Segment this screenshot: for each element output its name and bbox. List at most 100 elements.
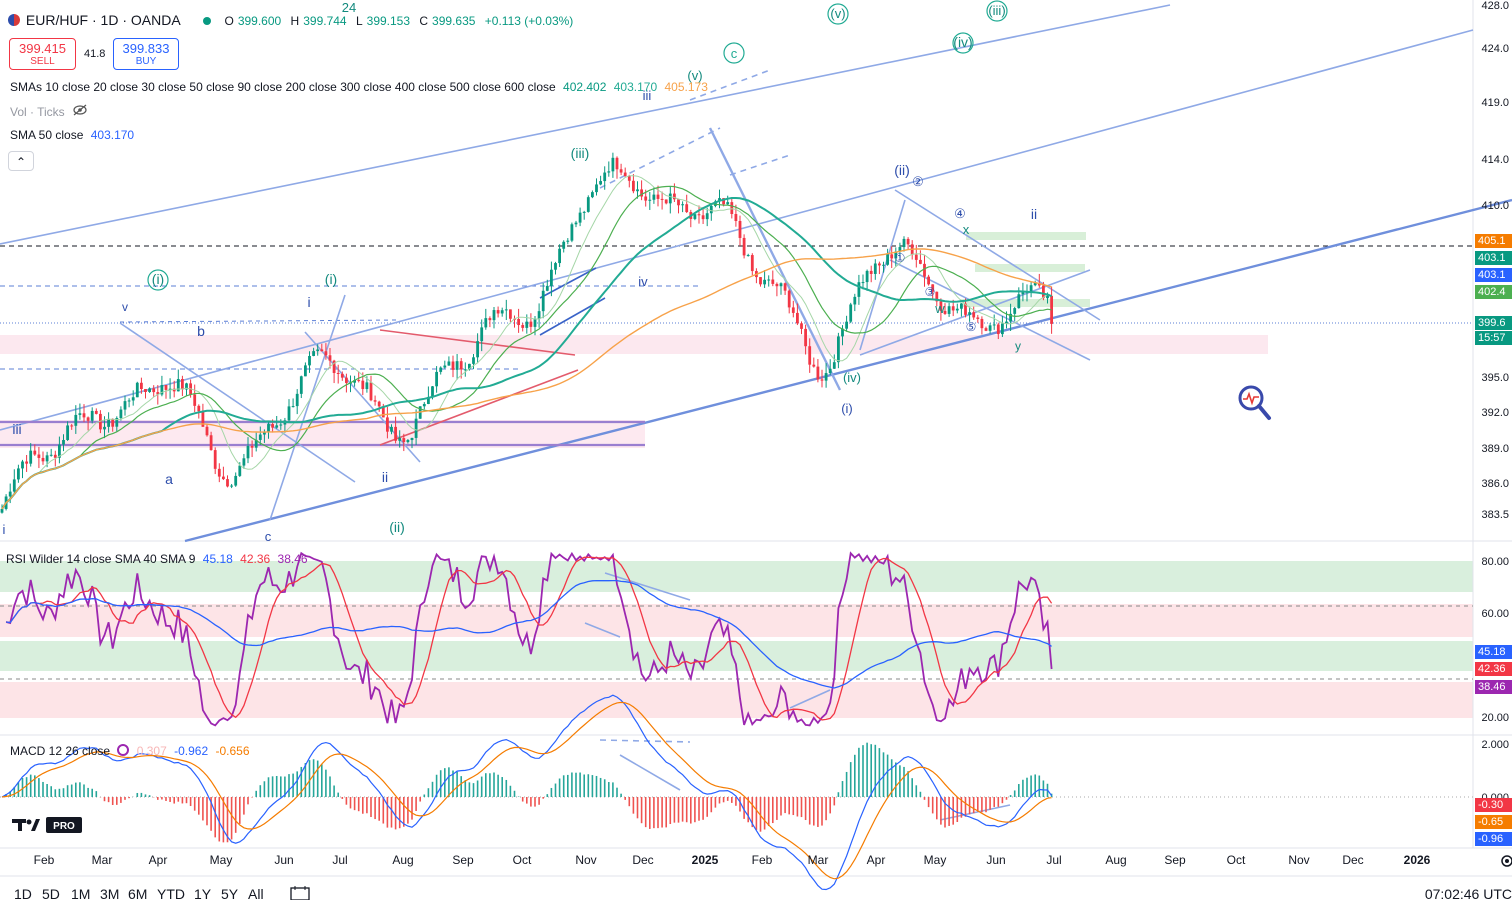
candle-body bbox=[17, 468, 20, 480]
candle-body bbox=[213, 450, 217, 469]
candle-body bbox=[1021, 291, 1025, 295]
smas-label[interactable]: SMAs 10 close 20 close 30 close 50 close… bbox=[10, 80, 556, 94]
candle-body bbox=[591, 192, 594, 198]
dashed-b bbox=[119, 319, 401, 323]
candle-body bbox=[914, 254, 918, 260]
timeframe-ytd-button[interactable]: YTD bbox=[157, 886, 185, 901]
candle-body bbox=[878, 263, 881, 266]
candle-body bbox=[472, 357, 475, 364]
candle-body bbox=[509, 309, 512, 319]
macd-settings-icon[interactable] bbox=[117, 744, 130, 756]
timeframe-1y-button[interactable]: 1Y bbox=[194, 886, 212, 901]
timeframe-5d-button[interactable]: 5D bbox=[42, 886, 60, 901]
candle-body bbox=[410, 437, 414, 441]
resistance-zone-2 bbox=[975, 264, 1085, 272]
candle-body bbox=[41, 457, 45, 462]
candle-body bbox=[517, 319, 520, 326]
candle-body bbox=[488, 318, 492, 321]
sma50-value: 403.170 bbox=[90, 128, 135, 142]
macd-axis-label: -0.96 bbox=[1475, 832, 1512, 846]
candle-body bbox=[595, 184, 598, 193]
candle-body bbox=[988, 325, 992, 331]
buy-button[interactable]: 399.833 BUY bbox=[113, 38, 179, 70]
candle-body bbox=[677, 199, 680, 206]
wave-label: i bbox=[307, 294, 310, 310]
chevron-up-icon: ⌃ bbox=[15, 155, 27, 169]
rsi-tick-label: 80.00 bbox=[1481, 556, 1509, 568]
rsi-label[interactable]: RSI Wilder 14 close SMA 40 SMA 9 bbox=[6, 552, 196, 566]
candle-body bbox=[554, 263, 557, 270]
candle-body bbox=[103, 426, 106, 430]
candle-body bbox=[746, 255, 750, 257]
candle-body bbox=[845, 321, 848, 329]
candle-body bbox=[176, 379, 180, 392]
candle-body bbox=[1009, 313, 1012, 322]
candle-body bbox=[357, 380, 361, 382]
candle-body bbox=[406, 440, 410, 443]
candle-body bbox=[49, 454, 53, 456]
sma50-legend[interactable]: SMA 50 close 403.170 bbox=[10, 128, 138, 142]
gear-icon[interactable] bbox=[1500, 854, 1512, 873]
candle-body bbox=[890, 254, 894, 259]
candle-body bbox=[238, 465, 242, 476]
timeframe-3m-button[interactable]: 3M bbox=[100, 886, 120, 901]
candle-body bbox=[316, 349, 320, 352]
candle-body bbox=[1042, 285, 1045, 299]
timeframe-all-button[interactable]: All bbox=[248, 886, 264, 901]
eye-off-icon[interactable] bbox=[72, 104, 88, 119]
trend-dash-2 bbox=[689, 69, 771, 101]
vol-label[interactable]: Vol · Ticks bbox=[10, 105, 65, 119]
sell-button[interactable]: 399.415 SELL bbox=[9, 38, 76, 70]
timeframe-1m-button[interactable]: 1M bbox=[71, 886, 91, 901]
candle-body bbox=[566, 240, 570, 242]
symbol-legend[interactable]: EUR/HUF · 1D · OANDA O 399.600 H 399.744 L… bbox=[8, 12, 583, 28]
volume-legend[interactable]: Vol · Ticks bbox=[10, 104, 92, 119]
candle-body bbox=[86, 417, 90, 421]
rsi-axis-label: 38.46 bbox=[1475, 680, 1512, 694]
candle-body bbox=[504, 309, 508, 311]
wave-label: (iii) bbox=[988, 3, 1005, 18]
rsi-legend[interactable]: RSI Wilder 14 close SMA 40 SMA 9 45.18 4… bbox=[6, 552, 312, 566]
smas-legend[interactable]: SMAs 10 close 20 close 30 close 50 close… bbox=[10, 80, 712, 94]
macd-value-1: 0.307 bbox=[136, 744, 167, 758]
candle-body bbox=[537, 311, 541, 320]
price-axis-label: 15:57 bbox=[1475, 331, 1512, 345]
rsi-trend-3 bbox=[789, 689, 831, 709]
price-axis-label: 402.4 bbox=[1475, 285, 1512, 299]
red-trend-2 bbox=[379, 369, 579, 446]
candle-body bbox=[562, 241, 566, 249]
candle-body bbox=[796, 312, 799, 324]
candle-body bbox=[742, 237, 746, 256]
wave-label: (v) bbox=[687, 68, 702, 83]
macd-legend[interactable]: MACD 12 26 close 0.307 -0.962 -0.656 bbox=[10, 744, 254, 758]
wave-circle bbox=[827, 3, 849, 25]
timeframe-1d-button[interactable]: 1D bbox=[14, 886, 32, 901]
wave-circle bbox=[147, 269, 169, 291]
sma50-label[interactable]: SMA 50 close bbox=[10, 128, 84, 142]
magnifier-icon[interactable] bbox=[1236, 384, 1272, 427]
candle-body bbox=[254, 439, 258, 448]
timeframe-5y-button[interactable]: 5Y bbox=[221, 886, 239, 901]
candle-body bbox=[160, 385, 164, 395]
candle-body bbox=[455, 361, 459, 370]
symbol-title[interactable]: EUR/HUF · 1D · OANDA bbox=[25, 12, 181, 28]
macd-label[interactable]: MACD 12 26 close bbox=[10, 744, 111, 758]
wave-label: iii bbox=[12, 421, 21, 437]
macd-value-3: -0.656 bbox=[215, 744, 250, 758]
price-axis-label: 403.1 bbox=[1475, 268, 1512, 282]
calendar-icon[interactable] bbox=[290, 886, 310, 901]
candle-body bbox=[94, 410, 98, 414]
candle-body bbox=[312, 351, 315, 356]
timeframe-6m-button[interactable]: 6M bbox=[128, 886, 148, 901]
utc-clock[interactable]: 07:02:46 UTC bbox=[1424, 886, 1512, 901]
macd-axis-label: -0.30 bbox=[1475, 798, 1512, 812]
buy-label: BUY bbox=[135, 56, 157, 67]
tradingview-logo[interactable]: PRO bbox=[12, 817, 82, 838]
collapse-legend-button[interactable]: ⌃ bbox=[8, 151, 34, 171]
candle-body bbox=[615, 157, 619, 170]
candle-body bbox=[205, 426, 209, 436]
wave-label: (i) bbox=[841, 401, 853, 416]
candle-body bbox=[58, 444, 61, 458]
